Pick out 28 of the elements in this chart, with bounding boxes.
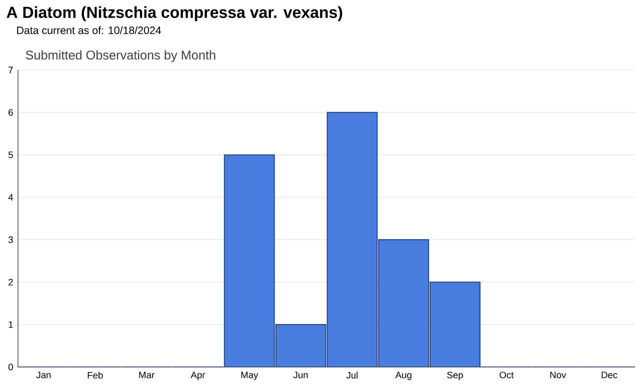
x-tick-label: Oct — [500, 372, 514, 378]
x-tick-label: Feb — [88, 372, 103, 379]
y-tick-label: 2 — [8, 278, 13, 286]
bar — [326, 112, 378, 367]
bar — [378, 239, 430, 367]
bar — [224, 154, 275, 367]
y-tick-label: 4 — [8, 194, 14, 200]
x-tick-label: Mar — [139, 372, 154, 378]
y-tick-label: 5 — [8, 152, 13, 158]
y-tick-label: 1 — [8, 321, 13, 328]
y-tick-label: 3 — [8, 236, 13, 244]
chart-subtitle: Data current as of: 10/18/2024 — [17, 26, 162, 34]
y-tick-label: 6 — [8, 109, 13, 116]
x-tick-label: Nov — [550, 372, 566, 378]
x-tick-label: Dec — [602, 372, 618, 378]
x-tick-label: Jun — [293, 372, 308, 378]
bar — [430, 282, 481, 367]
x-tick-label: Aug — [395, 372, 412, 380]
y-tick-label: 0 — [8, 364, 13, 370]
y-tick-label: 7 — [8, 66, 13, 74]
x-tick-label: May — [241, 372, 258, 380]
bar — [275, 324, 326, 367]
x-tick-label: Apr — [190, 372, 206, 380]
chart-title: A Diatom (Nitzschia compressa var. vexans) — [6, 6, 342, 22]
text: Submitted Observations by Month — [26, 50, 216, 62]
x-tick-label: Jan — [36, 372, 51, 378]
x-tick-label: Jul — [346, 372, 358, 379]
x-tick-label: Sep — [447, 372, 463, 380]
